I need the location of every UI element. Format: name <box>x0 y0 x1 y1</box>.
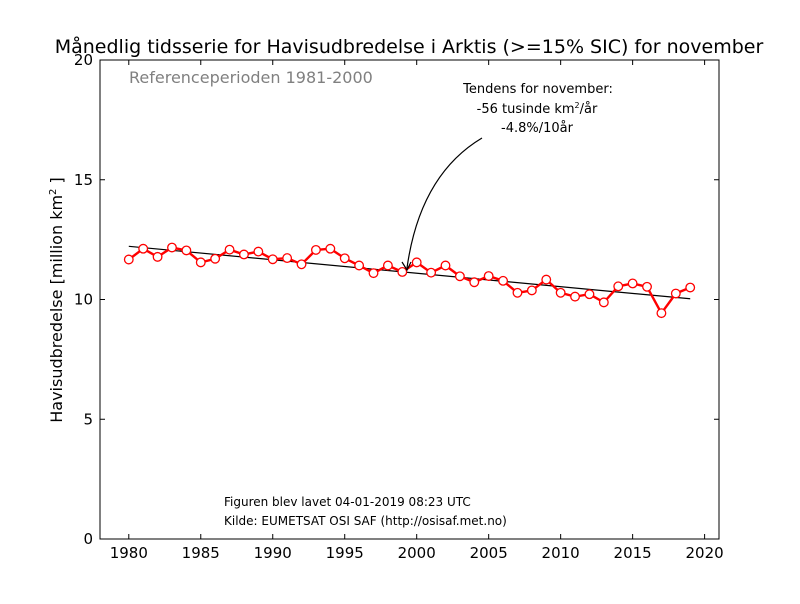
data-point <box>411 257 422 268</box>
data-point <box>642 281 652 292</box>
x-tick-label: 1990 <box>254 544 292 562</box>
data-point <box>498 275 509 286</box>
data-point <box>483 271 494 281</box>
data-point <box>454 271 465 282</box>
data-point <box>469 277 480 288</box>
data-point <box>440 260 451 271</box>
x-tick-label: 2005 <box>470 544 508 562</box>
trend-annotation-arrowhead <box>401 261 412 272</box>
series-layer <box>123 242 696 319</box>
source-note: Kilde: EUMETSAT OSI SAF (http://osisaf.m… <box>224 514 507 528</box>
data-point <box>239 249 249 260</box>
x-axis: 1980 1985 1990 1995 2000 2005 2010 2015 2020 <box>110 60 724 562</box>
trend-annotation-arrow <box>406 137 483 269</box>
data-point <box>138 243 149 254</box>
data-point <box>195 257 206 268</box>
trend-label-line-2: -56 tusinde km2/år <box>477 101 598 117</box>
chart-title: Månedlig tidsserie for Havisudbredelse i… <box>55 35 764 58</box>
data-point <box>152 251 163 262</box>
y-axis-label-end: ] <box>47 177 66 188</box>
data-point <box>224 244 235 255</box>
y-axis-label-text: Havisudbredelse [million km <box>47 195 66 423</box>
data-point <box>325 243 336 254</box>
plot-background <box>100 60 719 539</box>
y-tick-label: 15 <box>74 171 93 189</box>
y-tick-label: 10 <box>74 291 93 309</box>
series-line <box>128 246 691 315</box>
data-point <box>382 260 393 271</box>
x-tick-label: 2000 <box>398 544 436 562</box>
data-point <box>167 242 177 253</box>
data-point <box>397 267 408 277</box>
x-tick-label: 2015 <box>614 544 652 562</box>
data-point <box>670 288 681 299</box>
x-tick-label: 1980 <box>110 544 148 562</box>
x-tick-label: 1985 <box>182 544 220 562</box>
data-point <box>282 253 293 264</box>
data-point <box>584 289 595 300</box>
data-point <box>253 246 264 257</box>
data-point <box>368 268 379 279</box>
plot-area <box>100 60 719 539</box>
y-tick-label: 5 <box>83 410 93 428</box>
data-point <box>570 291 580 302</box>
reference-period-label: Referenceperioden 1981-2000 <box>129 68 373 87</box>
data-point <box>181 245 192 256</box>
trend-label-value: -56 tusinde km <box>477 102 575 117</box>
x-tick-label: 2020 <box>686 544 724 562</box>
data-point <box>526 285 537 296</box>
data-point <box>555 287 566 298</box>
data-point <box>512 287 523 298</box>
data-point <box>656 308 667 319</box>
y-axis-label: Havisudbredelse [million km2 ] <box>47 177 66 423</box>
data-point <box>267 254 278 265</box>
data-point <box>685 282 696 293</box>
trend-label-superscript: 2 <box>575 101 580 110</box>
data-point <box>339 253 350 264</box>
data-point <box>627 278 638 289</box>
y-tick-label: 0 <box>83 530 93 548</box>
data-point <box>598 297 609 308</box>
x-tick-label: 1995 <box>326 544 364 562</box>
data-point <box>426 267 437 278</box>
y-axis-label-superscript: 2 <box>48 189 59 195</box>
data-point <box>123 254 134 265</box>
trend-label-unit: /år <box>580 102 598 117</box>
data-point <box>354 260 365 271</box>
trend-label-line-3: -4.8%/10år <box>501 121 574 136</box>
data-point <box>210 253 221 264</box>
y-axis: 0 5 10 15 20 <box>74 51 719 548</box>
trend-label-line-1: Tendens for november: <box>462 82 613 97</box>
data-point <box>613 281 624 292</box>
data-point <box>310 244 321 255</box>
created-note: Figuren blev lavet 04-01-2019 08:23 UTC <box>224 495 471 509</box>
x-tick-label: 2010 <box>542 544 580 562</box>
data-point <box>296 259 307 270</box>
y-tick-label: 20 <box>74 51 93 69</box>
data-point <box>541 274 552 285</box>
